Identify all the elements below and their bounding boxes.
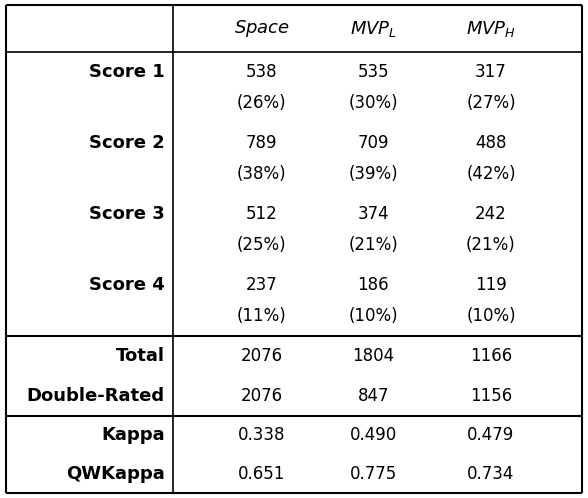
Text: Score 3: Score 3 — [89, 205, 165, 223]
Text: 119: 119 — [475, 276, 507, 294]
Text: (11%): (11%) — [237, 307, 286, 325]
Text: 317: 317 — [475, 63, 507, 81]
Text: 2076: 2076 — [240, 387, 283, 405]
Text: $\mathit{MVP}_{H}$: $\mathit{MVP}_{H}$ — [466, 18, 516, 39]
Text: 374: 374 — [358, 205, 389, 223]
Text: (39%): (39%) — [349, 165, 398, 183]
Text: Score 1: Score 1 — [89, 63, 165, 81]
Text: 789: 789 — [246, 134, 278, 152]
Text: 0.338: 0.338 — [238, 426, 285, 444]
Text: Total: Total — [116, 347, 165, 365]
Text: $\mathit{MVP}_{L}$: $\mathit{MVP}_{L}$ — [350, 18, 397, 39]
Text: (10%): (10%) — [466, 307, 516, 325]
Text: Score 2: Score 2 — [89, 134, 165, 152]
Text: 0.734: 0.734 — [467, 465, 514, 483]
Text: 1166: 1166 — [470, 347, 512, 365]
Text: $\mathit{Space}$: $\mathit{Space}$ — [233, 18, 290, 39]
Text: (21%): (21%) — [349, 237, 398, 254]
Text: 847: 847 — [358, 387, 389, 405]
Text: 512: 512 — [246, 205, 278, 223]
Text: (27%): (27%) — [466, 95, 516, 113]
Text: 709: 709 — [358, 134, 389, 152]
Text: 535: 535 — [358, 63, 389, 81]
Text: Kappa: Kappa — [101, 426, 165, 444]
Text: 0.775: 0.775 — [350, 465, 397, 483]
Text: 0.651: 0.651 — [238, 465, 285, 483]
Text: QWKappa: QWKappa — [66, 465, 165, 483]
Text: 488: 488 — [475, 134, 507, 152]
Text: Score 4: Score 4 — [89, 276, 165, 294]
Text: (25%): (25%) — [237, 237, 286, 254]
Text: 0.479: 0.479 — [467, 426, 514, 444]
Text: (42%): (42%) — [466, 165, 516, 183]
Text: (21%): (21%) — [466, 237, 516, 254]
Text: Double-Rated: Double-Rated — [26, 387, 165, 405]
Text: (38%): (38%) — [237, 165, 286, 183]
Text: 2076: 2076 — [240, 347, 283, 365]
Text: 538: 538 — [246, 63, 278, 81]
Text: 1156: 1156 — [470, 387, 512, 405]
Text: (26%): (26%) — [237, 95, 286, 113]
Text: 0.490: 0.490 — [350, 426, 397, 444]
Text: 1804: 1804 — [352, 347, 395, 365]
Text: 186: 186 — [358, 276, 389, 294]
Text: 242: 242 — [475, 205, 507, 223]
Text: (10%): (10%) — [349, 307, 398, 325]
Text: 237: 237 — [246, 276, 278, 294]
Text: (30%): (30%) — [349, 95, 398, 113]
